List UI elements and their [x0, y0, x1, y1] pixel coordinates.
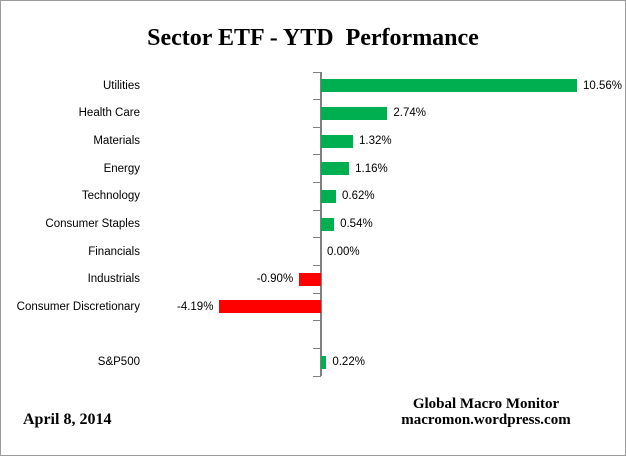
category-label: Consumer Staples: [45, 218, 140, 230]
positive-bar: [321, 162, 350, 176]
category-label: Energy: [103, 162, 140, 175]
axis-tick: [313, 237, 321, 239]
axis-tick: [313, 347, 321, 349]
axis-tick: [313, 154, 321, 156]
value-label: 0.54%: [340, 218, 373, 230]
category-label: Health Care: [78, 107, 140, 120]
positive-bar: [321, 79, 577, 93]
positive-bar: [321, 355, 327, 369]
source-url: macromon.wordpress.com: [401, 411, 571, 428]
axis-tick: [313, 264, 321, 266]
axis-tick: [313, 71, 321, 73]
value-label: 1.32%: [358, 135, 392, 148]
value-label: 0.62%: [342, 190, 375, 203]
category-label: Industrials: [87, 273, 140, 286]
value-label: 1.16%: [355, 162, 388, 175]
category-label: Consumer Discretionary: [16, 300, 140, 313]
negative-bar: [219, 300, 321, 314]
positive-bar: [321, 217, 335, 231]
value-label: 10.56%: [582, 79, 622, 92]
footer-source: Global Macro Monitor macromon.wordpress.…: [346, 396, 625, 428]
axis-tick: [313, 126, 321, 128]
negative-bar: [299, 272, 321, 286]
axis-tick: [313, 292, 321, 294]
positive-bar: [321, 189, 337, 203]
axis-tick: [313, 375, 321, 377]
axis-tick: [313, 320, 321, 322]
value-label: -4.19%: [176, 300, 214, 313]
category-label: Utilities: [102, 79, 140, 92]
axis-tick: [313, 182, 321, 184]
value-label: 2.74%: [393, 107, 427, 120]
category-label: Technology: [81, 190, 140, 203]
category-label: Financials: [88, 245, 140, 258]
source-name: Global Macro Monitor: [412, 396, 560, 412]
axis-tick: [313, 99, 321, 101]
axis-tick: [313, 209, 321, 211]
value-label: -0.90%: [256, 273, 294, 286]
value-label: 0.22%: [332, 356, 365, 369]
positive-bar: [321, 134, 353, 148]
positive-bar: [321, 106, 388, 120]
category-label: Materials: [93, 135, 140, 148]
value-label: 0.00%: [327, 245, 360, 258]
category-label: S&P500: [97, 356, 140, 369]
footer-date: April 8, 2014: [23, 411, 112, 428]
chart-title: Sector ETF - YTD Performance: [147, 25, 479, 51]
